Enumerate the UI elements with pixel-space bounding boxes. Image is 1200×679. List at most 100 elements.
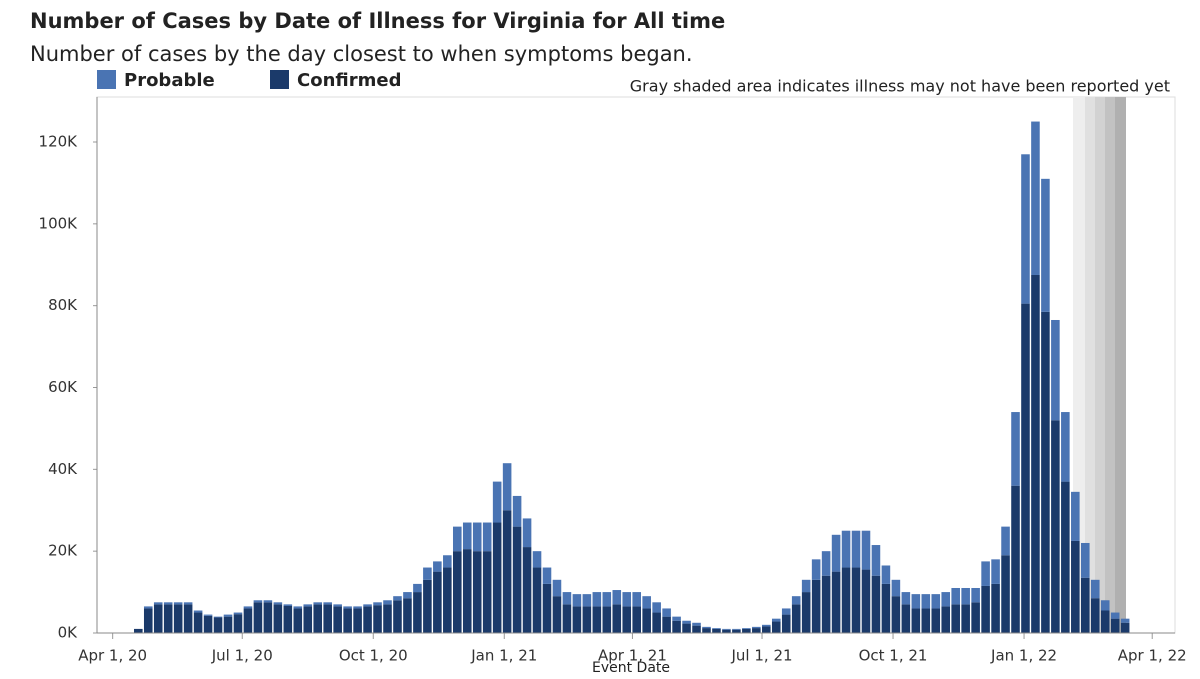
bar-segment — [443, 555, 452, 568]
bar-segment — [622, 606, 632, 633]
bar-segment — [203, 614, 213, 616]
bar-segment — [253, 602, 263, 633]
bar-segment — [722, 628, 731, 630]
bar-segment — [383, 600, 392, 605]
bar-segment — [781, 614, 791, 633]
bar-segment — [173, 602, 183, 605]
bar-segment — [413, 592, 422, 633]
bar-segment — [582, 606, 592, 633]
bar-segment — [851, 530, 861, 568]
bar-segment — [1041, 311, 1050, 633]
bar-segment — [1110, 612, 1120, 619]
bar-segment — [1090, 579, 1100, 599]
bar-segment — [762, 626, 771, 633]
bar-segment — [622, 592, 632, 607]
bar-segment — [612, 590, 622, 605]
bar-segment — [393, 600, 402, 633]
y-tick-label: 120K — [39, 133, 79, 151]
bar-segment — [572, 594, 582, 607]
bar-segment — [742, 628, 751, 633]
bar-segment — [363, 606, 372, 633]
bar-segment — [582, 594, 592, 607]
bar-segment — [841, 567, 851, 633]
y-tick-label: 100K — [39, 214, 79, 232]
bar-segment — [1061, 481, 1070, 633]
bar-segment — [851, 567, 861, 633]
bar-segment — [732, 629, 741, 633]
bar-segment — [592, 606, 602, 633]
bar-segment — [712, 628, 721, 633]
x-tick-label: Oct 1, 21 — [859, 647, 928, 665]
bar-segment — [373, 605, 382, 633]
bar-segment — [811, 559, 821, 580]
bar-segment — [143, 608, 153, 633]
bar-segment — [423, 579, 432, 633]
bar-segment — [1071, 540, 1080, 633]
bar-segment — [263, 602, 273, 633]
bar-segment — [183, 602, 193, 605]
bar-segment — [662, 616, 671, 633]
bar-segment — [881, 565, 891, 584]
bar-segment — [642, 608, 651, 633]
bar-segment — [303, 606, 313, 633]
bar-segment — [492, 522, 502, 633]
x-tick-label: Jul 1, 21 — [731, 647, 793, 665]
bar-segment — [1051, 319, 1060, 421]
bar-segment — [223, 614, 233, 617]
bar-segment — [672, 616, 681, 621]
bar-segment — [991, 559, 1000, 584]
y-tick-label: 60K — [48, 378, 78, 396]
bar-segment — [482, 551, 492, 633]
bar-segment — [433, 571, 442, 633]
y-tick-label: 40K — [48, 460, 78, 478]
bar-segment — [771, 618, 781, 622]
bar-segment — [492, 481, 502, 523]
chart-title: Number of Cases by Date of Illness for V… — [30, 9, 725, 33]
legend-label: Probable — [124, 70, 215, 91]
bar-segment — [592, 592, 602, 607]
bar-segment — [1100, 600, 1110, 611]
bar-segment — [482, 522, 492, 552]
bar-segment — [423, 567, 432, 580]
bar-segment — [383, 604, 392, 633]
chart-subtitle: Number of cases by the day closest to wh… — [30, 42, 693, 66]
bar-segment — [373, 602, 382, 606]
bar-segment — [1100, 610, 1110, 633]
x-tick-label: Apr 1, 22 — [1118, 647, 1187, 665]
bar-segment — [153, 602, 163, 605]
bar-segment — [971, 602, 980, 633]
bar-segment — [1080, 577, 1090, 633]
bar-segment — [433, 561, 442, 572]
x-tick-label: Apr 1, 21 — [598, 647, 667, 665]
bar-segment — [682, 620, 691, 624]
bar-segment — [403, 592, 412, 599]
bar-segment — [871, 545, 881, 576]
bar-segment — [961, 587, 970, 605]
bar-segment — [333, 606, 342, 633]
bar-segment — [313, 602, 323, 605]
bar-segment — [532, 567, 542, 633]
bar-segment — [353, 606, 362, 609]
bar-segment — [522, 518, 532, 548]
bar-segment — [752, 626, 761, 629]
bar-segment — [801, 579, 811, 593]
x-tick-label: Jan 1, 22 — [990, 647, 1057, 665]
bar-segment — [193, 612, 203, 633]
bar-segment — [542, 583, 552, 633]
bar-segment — [801, 592, 811, 633]
bar-segment — [173, 604, 183, 633]
unreported-shading — [1073, 97, 1126, 633]
bar-segment — [143, 606, 153, 609]
bar-segment — [752, 628, 761, 633]
legend-label: Confirmed — [297, 70, 401, 91]
bar-segment — [502, 510, 512, 633]
bar-segment — [831, 571, 841, 633]
bar-segment — [662, 608, 671, 617]
bar-segment — [502, 463, 512, 511]
bar-segment — [233, 612, 243, 615]
bar-segment — [831, 534, 841, 572]
bar-segment — [253, 600, 263, 603]
bar-segment — [781, 608, 791, 615]
bar-segment — [1011, 485, 1020, 633]
